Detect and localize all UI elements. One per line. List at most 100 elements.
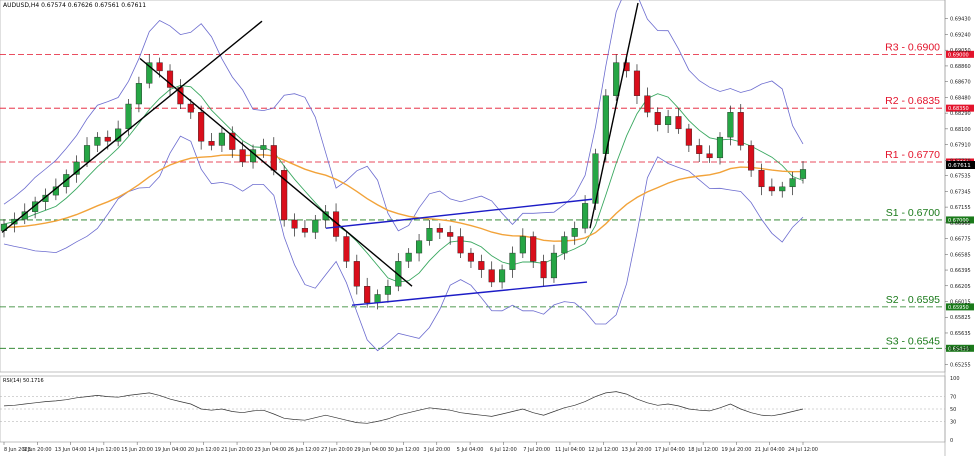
moving-average-orange — [3, 154, 804, 242]
price-tick-label: 0.66015 — [950, 300, 971, 306]
candle-body — [146, 62, 153, 84]
channel-lower-line — [351, 281, 588, 306]
candle-body — [426, 228, 433, 241]
candle-body — [104, 136, 111, 142]
price-tick-label: 0.68290 — [950, 111, 971, 117]
candle-body — [301, 228, 308, 233]
current-price-tag: 0.67611 — [946, 161, 975, 169]
uptrend-line-early — [1, 20, 263, 233]
price-tick-label: 0.69240 — [950, 32, 971, 38]
time-tick-label: 17 Jul 04:00 — [655, 447, 685, 453]
moving-average-green — [3, 84, 804, 283]
candle-body — [737, 112, 744, 146]
candle-body — [799, 169, 807, 179]
candle-body — [374, 294, 381, 303]
main-plot-frame — [0, 0, 946, 373]
candle-body — [530, 236, 537, 262]
candle-body — [716, 136, 724, 159]
candle-body — [239, 149, 246, 163]
downtrend-line — [139, 57, 413, 287]
candle-body — [779, 186, 786, 192]
candle-body — [696, 145, 703, 154]
rsi-line — [3, 391, 804, 424]
level-label: S3 - 0.6545 — [886, 335, 940, 347]
symbol-header: AUDUSD,H4 0.67574 0.67626 0.67561 0.6761… — [3, 2, 146, 9]
candle-body — [478, 261, 485, 270]
candles-layer — [0, 54, 807, 310]
candle-body — [571, 228, 578, 237]
rsi-tick-label: 30 — [950, 419, 956, 425]
candle-body — [488, 269, 495, 283]
rsi-tick-label: 70 — [950, 395, 956, 401]
candle-body — [156, 62, 163, 72]
time-tick-label: 7 Jul 20:00 — [523, 447, 550, 453]
candle-body — [509, 252, 516, 270]
price-tick-label: 0.67155 — [950, 205, 971, 211]
indicators-layer — [3, 0, 804, 352]
level-label: R1 - 0.6770 — [885, 149, 940, 161]
candle-body — [416, 240, 423, 254]
candle-body — [706, 153, 713, 159]
price-tick-label: 0.66775 — [950, 237, 971, 243]
level-label: R2 - 0.6835 — [885, 95, 940, 107]
level-tag-label: 0.65950 — [948, 305, 969, 311]
candle-body — [789, 178, 796, 188]
time-tick-label: 5 Jul 04:00 — [457, 447, 484, 453]
price-tick-label: 0.65635 — [950, 331, 971, 337]
time-tick-label: 27 Jun 20:00 — [321, 447, 353, 453]
level-tag — [946, 344, 974, 352]
time-tick-label: 9 Jun 20:00 — [23, 447, 52, 453]
candle-body — [353, 261, 360, 287]
candle-body — [94, 136, 101, 146]
level-tag-label: 0.67000 — [948, 218, 969, 224]
candle-body — [166, 70, 174, 88]
level-tag — [946, 216, 974, 224]
candle-body — [685, 128, 692, 146]
time-tick-label: 30 Jun 12:00 — [388, 447, 420, 453]
trendlines-layer — [1, 2, 639, 306]
rsi-tick-label: 0 — [950, 438, 953, 444]
candle-body — [32, 201, 39, 212]
time-tick-label: 6 Jul 12:00 — [490, 447, 517, 453]
price-tick-label: 0.69050 — [950, 48, 971, 54]
time-tick-label: 3 Jul 20:00 — [423, 447, 450, 453]
rsi-tick-label: 50 — [950, 407, 956, 413]
candle-body — [758, 170, 765, 188]
level-label: R3 - 0.6900 — [885, 41, 940, 53]
candle-body — [654, 112, 661, 125]
candle-body — [405, 252, 412, 262]
candle-body — [748, 145, 755, 171]
price-tick-label: 0.65445 — [950, 347, 971, 353]
time-tick-label: 21 Jul 04:00 — [755, 447, 785, 453]
price-tick-label: 0.67910 — [950, 143, 971, 149]
time-tick-label: 20 Jun 12:00 — [188, 447, 220, 453]
rsi-label: RSI(14) 50.1716 — [3, 378, 44, 384]
time-tick-label: 11 Jul 04:00 — [555, 447, 585, 453]
candle-body — [42, 194, 49, 202]
level-tag-label: 0.68350 — [948, 106, 969, 112]
level-tag — [946, 104, 974, 112]
price-tick-label: 0.66205 — [950, 284, 971, 290]
channel-upper-line — [325, 198, 593, 229]
candle-body — [550, 252, 558, 279]
current-price-label: 0.67611 — [948, 163, 971, 169]
candle-body — [135, 83, 142, 105]
bollinger-upper-band — [3, 0, 804, 232]
time-tick-label: 13 Jun 04:00 — [55, 447, 87, 453]
candle-body — [519, 236, 526, 254]
time-tick-label: 23 Jun 04:00 — [254, 447, 286, 453]
candle-body — [125, 103, 132, 130]
level-tag — [946, 303, 974, 311]
candle-body — [675, 116, 682, 130]
time-tick-label: 14 Jun 12:00 — [88, 447, 120, 453]
candle-body — [384, 285, 391, 295]
candle-body — [499, 269, 506, 283]
candle-body — [218, 132, 225, 146]
level-label: S1 - 0.6700 — [886, 207, 940, 219]
price-tick-label: 0.68670 — [950, 80, 971, 86]
price-tick-label: 0.66585 — [950, 252, 971, 258]
candle-body — [540, 261, 547, 279]
price-tick-label: 0.68100 — [950, 127, 971, 133]
